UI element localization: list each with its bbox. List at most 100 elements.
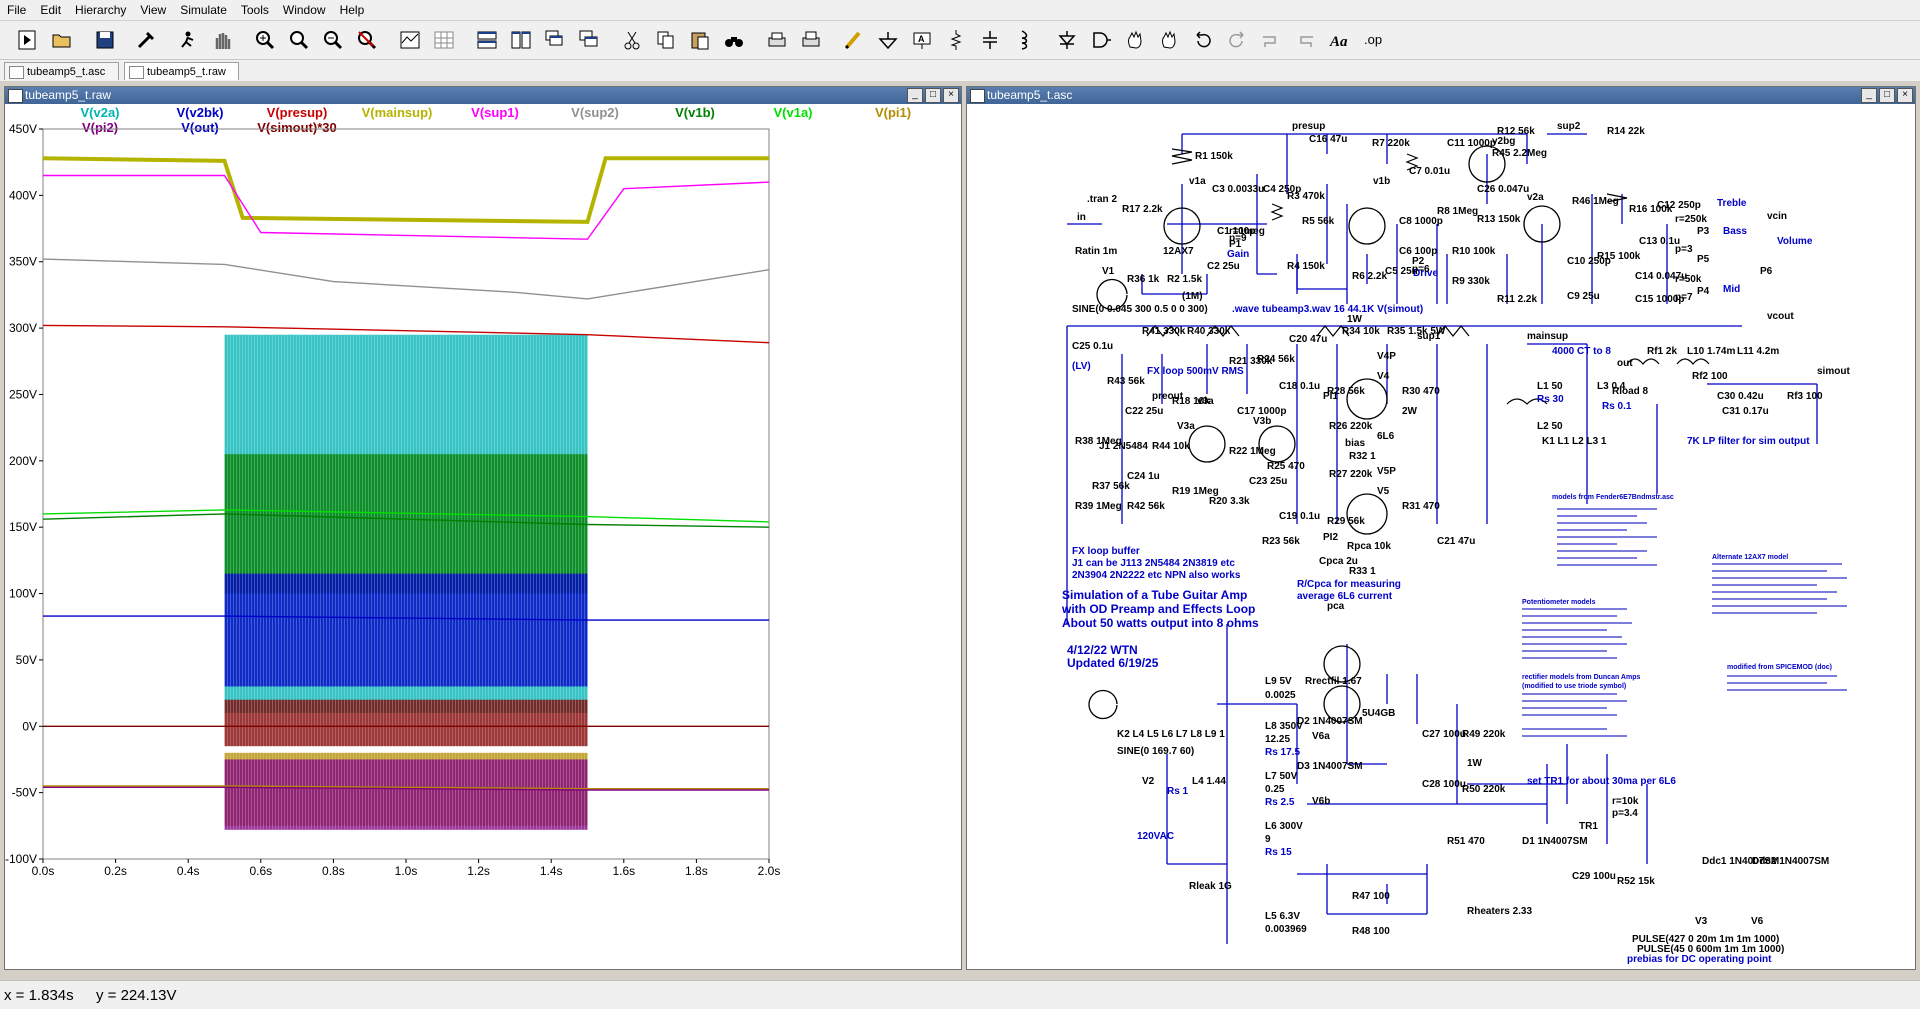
print-icon[interactable] [764, 27, 790, 53]
new-schematic-icon[interactable] [14, 27, 40, 53]
legend-entry[interactable]: V(pi2) [82, 120, 118, 135]
legend-entry[interactable]: V(pi1) [875, 105, 911, 120]
series-V(sup2)[interactable] [42, 258, 770, 300]
series-V(sup1)[interactable] [43, 174, 770, 240]
redo-icon[interactable] [1224, 27, 1250, 53]
svg-text:V6a: V6a [1312, 731, 1330, 742]
schematic-window-titlebar[interactable]: tubeamp5_t.asc _ □ × [967, 87, 1915, 104]
copy-icon[interactable] [653, 27, 679, 53]
svg-text:L10 1.74m: L10 1.74m [1687, 346, 1735, 357]
menu-simulate[interactable]: Simulate [180, 3, 227, 17]
schematic-canvas[interactable]: presup sup2 v1a v1b v2bg v2a in vcin vco… [967, 104, 1915, 969]
x-tick-label: 1.2s [467, 864, 490, 878]
menu-help[interactable]: Help [339, 3, 365, 17]
schematic-window: tubeamp5_t.asc _ □ × [966, 86, 1916, 970]
text-icon[interactable]: Aa [1326, 27, 1352, 53]
svg-text:V2: V2 [1142, 776, 1155, 787]
run-icon[interactable] [175, 27, 201, 53]
label-net-icon[interactable]: A [909, 27, 935, 53]
series-V(pi2)[interactable] [43, 786, 769, 791]
legend-entry[interactable]: V(presup) [267, 105, 328, 120]
svg-text:L7 50V: L7 50V [1265, 771, 1298, 782]
svg-text:Rf3 100: Rf3 100 [1787, 391, 1823, 402]
drag-icon[interactable] [1156, 27, 1182, 53]
series-V(mainsup)[interactable] [42, 156, 769, 224]
svg-text:C24 1u: C24 1u [1127, 471, 1160, 482]
spice-directive-icon[interactable]: .op [1360, 27, 1386, 53]
close-button[interactable]: × [1897, 88, 1913, 103]
series-V(v2bk)[interactable] [43, 615, 769, 621]
cut-icon[interactable] [619, 27, 645, 53]
waveform-plot[interactable]: V(v2a) V(v2bk) V(presup) V(mainsup) V(su… [5, 104, 961, 969]
x-tick-label: 0.4s [177, 864, 200, 878]
tab-schematic[interactable]: tubeamp5_t.asc [4, 62, 119, 80]
close-button[interactable]: × [943, 88, 959, 103]
svg-text:Alternate 12AX7 model: Alternate 12AX7 model [1712, 554, 1788, 561]
svg-text:presup: presup [1292, 121, 1325, 132]
zoom-out-icon[interactable] [320, 27, 346, 53]
svg-text:R6 2.2k: R6 2.2k [1352, 271, 1387, 282]
inductor-icon[interactable] [1011, 27, 1037, 53]
menu-edit[interactable]: Edit [40, 3, 62, 17]
svg-text:R50 220k: R50 220k [1462, 784, 1506, 795]
series-V(v1b)[interactable] [42, 513, 770, 528]
zoom-in-icon[interactable] [252, 27, 278, 53]
series-V(v1a)[interactable] [42, 509, 770, 523]
legend-entry[interactable]: V(v1b) [675, 105, 715, 120]
legend-entry[interactable]: V(v2a) [80, 105, 119, 120]
mirror-icon[interactable] [1292, 27, 1318, 53]
minimize-button[interactable]: _ [907, 88, 923, 103]
menu-view[interactable]: View [140, 3, 167, 17]
maximize-button[interactable]: □ [925, 88, 941, 103]
waveform-window-titlebar[interactable]: tubeamp5_t.raw _ □ × [5, 87, 961, 104]
legend-entry[interactable]: V(sup2) [571, 105, 619, 120]
svg-text:preout: preout [1152, 391, 1184, 402]
zoom-pan-icon[interactable] [286, 27, 312, 53]
svg-text:average 6L6 current: average 6L6 current [1297, 591, 1393, 602]
menu-file[interactable]: File [7, 3, 27, 17]
svg-text:v2bg: v2bg [1492, 136, 1515, 147]
minimize-button[interactable]: _ [1861, 88, 1877, 103]
zoom-cancel-icon[interactable] [354, 27, 380, 53]
paste-icon[interactable] [687, 27, 713, 53]
legend-entry[interactable]: V(mainsup) [362, 105, 433, 120]
save-icon[interactable] [92, 27, 118, 53]
legend-entry[interactable]: V(simout)*30 [257, 120, 336, 135]
legend-entry[interactable]: V(out) [181, 120, 219, 135]
capacitor-icon[interactable] [977, 27, 1003, 53]
svg-text:C30 0.42u: C30 0.42u [1717, 391, 1764, 402]
grid-icon[interactable] [431, 27, 457, 53]
legend-entry[interactable]: V(sup1) [471, 105, 519, 120]
menu-window[interactable]: Window [282, 3, 326, 17]
tab-waveform[interactable]: tubeamp5_t.raw [124, 62, 239, 80]
halt-icon[interactable] [209, 27, 235, 53]
tile-vertical-icon[interactable] [508, 27, 534, 53]
maximize-button[interactable]: □ [1879, 88, 1895, 103]
undo-icon[interactable] [1190, 27, 1216, 53]
open-icon[interactable] [49, 27, 75, 53]
legend-entry[interactable]: V(v1a) [773, 105, 812, 120]
svg-text:p=3.4: p=3.4 [1612, 808, 1638, 819]
legend-entry[interactable]: V(v2bk) [177, 105, 224, 120]
menu-hierarchy[interactable]: Hierarchy [75, 3, 127, 17]
resistor-icon[interactable] [943, 27, 969, 53]
find-icon[interactable] [721, 27, 747, 53]
cascade-icon[interactable] [542, 27, 568, 53]
svg-text:R16 100k: R16 100k [1629, 204, 1673, 215]
control-panel-icon[interactable] [133, 27, 159, 53]
diode-icon[interactable] [1054, 27, 1080, 53]
ground-icon[interactable] [875, 27, 901, 53]
menu-tools[interactable]: Tools [240, 3, 269, 17]
wire-icon[interactable] [841, 27, 867, 53]
svg-text:K1 L1 L2 L3 1: K1 L1 L2 L3 1 [1542, 436, 1607, 447]
autorange-icon[interactable] [397, 27, 423, 53]
series-V(pi1)[interactable] [43, 785, 769, 790]
print-setup-icon[interactable] [798, 27, 824, 53]
close-all-icon[interactable] [576, 27, 602, 53]
move-icon[interactable] [1122, 27, 1148, 53]
tile-horizontal-icon[interactable] [474, 27, 500, 53]
component-icon[interactable] [1088, 27, 1114, 53]
y-tick-label: 250V [9, 387, 37, 401]
rotate-icon[interactable] [1258, 27, 1284, 53]
series-V(presup)[interactable] [42, 324, 770, 344]
